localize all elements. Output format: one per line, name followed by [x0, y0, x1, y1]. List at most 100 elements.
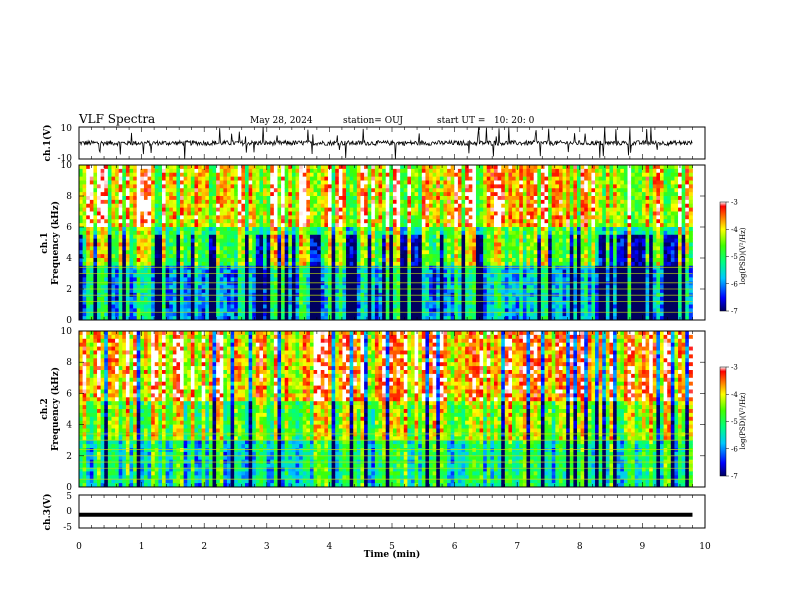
- spectrogram-cell: [349, 196, 354, 201]
- spectrogram-cell: [259, 199, 264, 205]
- spectrogram-cell: [317, 215, 322, 220]
- spectrogram-cell: [201, 246, 206, 251]
- spectrogram-cell: [450, 196, 455, 201]
- spectrogram-cell: [443, 188, 448, 193]
- spectrogram-cell: [313, 215, 318, 220]
- spectrogram-cell: [465, 261, 470, 267]
- spectrogram-cell: [165, 180, 170, 185]
- spectrogram-cell: [418, 180, 423, 185]
- spectrogram-cell: [490, 308, 495, 313]
- spectrogram-cell: [187, 242, 192, 247]
- spectrogram-cell: [317, 277, 322, 282]
- spectrogram-cell: [512, 172, 517, 178]
- spectrogram-cell: [234, 184, 239, 189]
- spectrogram-cell: [450, 168, 455, 174]
- spectrogram-cell: [115, 199, 120, 205]
- spectrogram-cell: [241, 203, 246, 209]
- spectrogram-cell: [180, 234, 185, 240]
- spectrogram-cell: [346, 308, 351, 313]
- spectrogram-cell: [501, 265, 506, 271]
- spectrogram-cell: [364, 165, 369, 170]
- spectrogram-cell: [86, 176, 91, 181]
- spectrogram-cell: [324, 230, 329, 236]
- spectrogram-cell: [255, 184, 260, 189]
- spectrogram-cell: [317, 246, 322, 251]
- spectrogram-cell: [324, 258, 329, 263]
- spectrogram-cell: [378, 316, 383, 321]
- spectrogram-cell: [407, 176, 412, 181]
- spectrogram-cell: [281, 273, 286, 278]
- spectrogram-cell: [374, 230, 379, 236]
- spectrogram-cell: [338, 234, 343, 240]
- spectrogram-cell: [349, 184, 354, 189]
- spectrogram-cell: [104, 188, 109, 193]
- spectrogram-cell: [486, 238, 491, 243]
- spectrogram-cell: [382, 254, 387, 259]
- spectrogram-cell: [389, 281, 394, 286]
- spectrogram-cell: [367, 227, 372, 232]
- spectrogram-cell: [436, 258, 441, 263]
- spectrogram-cell: [165, 230, 170, 236]
- spectrogram-cell: [295, 230, 300, 236]
- spectrogram-cell: [436, 238, 441, 243]
- spectrogram-cell: [190, 223, 195, 228]
- spectrogram-cell: [353, 219, 358, 224]
- spectrogram-cell: [429, 261, 434, 267]
- spectrogram-cell: [288, 192, 293, 197]
- spectrogram-cell: [133, 281, 138, 286]
- spectrogram-cell: [432, 246, 437, 251]
- spectrogram-cell: [194, 258, 199, 263]
- spectrogram-cell: [504, 207, 509, 212]
- spectrogram-cell: [356, 192, 361, 197]
- spectrogram-cell: [223, 234, 228, 240]
- spectrogram-cell: [187, 238, 192, 243]
- spectrogram-cell: [389, 172, 394, 178]
- spectrogram-cell: [299, 230, 304, 236]
- spectrogram-cell: [486, 165, 491, 170]
- spectrogram-cell: [82, 277, 87, 282]
- spectrogram-cell: [143, 199, 148, 205]
- spectrogram-cell: [241, 172, 246, 178]
- spectrogram-cell: [237, 192, 242, 197]
- spectrogram-cell: [309, 258, 314, 263]
- spectrogram-cell: [118, 242, 123, 247]
- spectrogram-cell: [165, 172, 170, 178]
- spectrogram-cell: [245, 211, 250, 216]
- spectrogram-cell: [288, 273, 293, 278]
- spectrogram-cell: [472, 188, 477, 193]
- spectrogram-cell: [501, 308, 506, 313]
- spectrogram-cell: [147, 312, 152, 317]
- spectrogram-cell: [143, 316, 148, 321]
- spectrogram-cell: [107, 246, 112, 251]
- spectrogram-cell: [447, 211, 452, 216]
- spectrogram-cell: [169, 300, 174, 305]
- spectrogram-cell: [371, 281, 376, 286]
- spectrogram-cell: [223, 258, 228, 263]
- spectrogram-cell: [187, 230, 192, 236]
- spectrogram-cell: [299, 258, 304, 263]
- spectrogram-cell: [414, 296, 419, 302]
- spectrogram-cell: [169, 223, 174, 228]
- spectrogram-cell: [234, 285, 239, 290]
- spectrogram-cell: [118, 230, 123, 236]
- spectrogram-cell: [201, 296, 206, 302]
- spectrogram-cell: [374, 269, 379, 274]
- spectrogram-cell: [270, 265, 275, 271]
- spectrogram-cell: [172, 215, 177, 220]
- spectrogram-cell: [356, 316, 361, 321]
- spectrogram-cell: [508, 211, 513, 216]
- spectrogram-cell: [93, 277, 98, 282]
- spectrogram-cell: [125, 165, 130, 170]
- spectrogram-cell: [198, 273, 203, 278]
- spectrogram-cell: [508, 230, 513, 236]
- spectrogram-cell: [504, 308, 509, 313]
- spectrogram-cell: [89, 207, 94, 212]
- spectrogram-cell: [425, 172, 430, 178]
- spectrogram-cell: [468, 172, 473, 178]
- spectrogram-cell: [461, 304, 466, 309]
- spectrogram-cell: [497, 273, 502, 278]
- spectrogram-cell: [248, 219, 253, 224]
- spectrogram-cell: [317, 196, 322, 201]
- spectrogram-cell: [490, 234, 495, 240]
- spectrogram-cell: [291, 238, 296, 243]
